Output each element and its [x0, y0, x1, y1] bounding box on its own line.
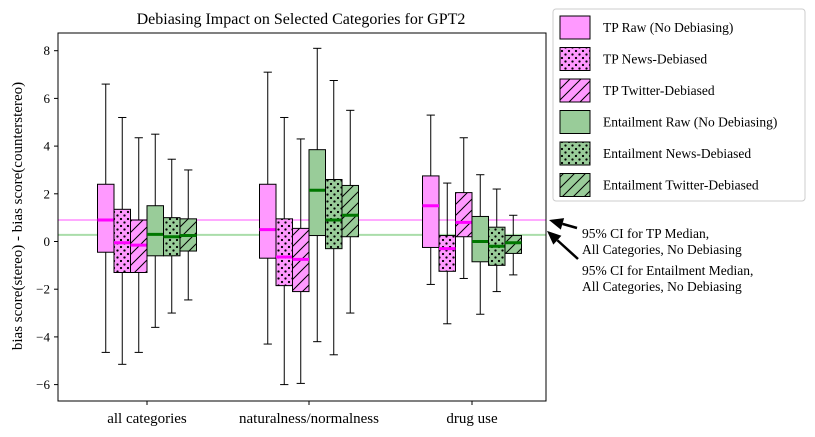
legend-label: Entailment News-Debiased — [603, 146, 751, 161]
legend-label: Entailment Raw (No Debiasing) — [603, 115, 777, 130]
annotation-entailment-line1: 95% CI for Entailment Median, — [582, 263, 753, 278]
legend-swatch-outline — [559, 47, 591, 71]
box-outline — [504, 235, 522, 254]
box-2-1 — [438, 182, 456, 325]
legend-label: TP Raw (No Debiasing) — [603, 20, 733, 35]
box-outline — [341, 184, 359, 238]
box-2-5 — [504, 214, 522, 276]
box-1-0 — [259, 71, 277, 345]
y-tick-label: 0 — [44, 234, 51, 249]
legend-swatch-hatch — [560, 142, 590, 165]
box-hatch — [505, 235, 522, 254]
box-0-2 — [130, 137, 148, 353]
box-0-4 — [163, 158, 181, 314]
legend-label: TP Twitter-Debiased — [603, 83, 715, 98]
x-tick-label: drug use — [446, 411, 498, 427]
box-fill — [422, 175, 439, 248]
y-tick-label: 2 — [44, 186, 51, 201]
annotation-tp-line1: 95% CI for TP Median, — [582, 226, 709, 241]
legend-swatch-hatch — [560, 173, 590, 197]
box-2-3 — [471, 174, 489, 315]
legend-swatch-outline — [559, 15, 591, 40]
legend-swatch-hatch — [560, 79, 590, 102]
arrow-shaft — [556, 239, 579, 260]
legend-swatch-outline — [559, 173, 591, 197]
box-plots — [97, 47, 522, 386]
box-0-3 — [146, 133, 164, 328]
box-1-1 — [275, 116, 293, 386]
legend-swatch-outline — [559, 110, 591, 134]
y-tick-label: −2 — [36, 282, 50, 297]
x-axis: all categories naturalness/normalness drug… — [107, 401, 498, 427]
box-2-0 — [422, 114, 440, 285]
box-0-0 — [97, 83, 115, 353]
arrow-head — [549, 218, 565, 230]
box-hatch — [342, 185, 359, 237]
box-0-5 — [179, 169, 197, 301]
y-tick-label: 4 — [44, 139, 51, 154]
arrow-head — [547, 230, 562, 245]
legend-label: TP News-Debiased — [603, 52, 707, 67]
y-tick-label: 8 — [44, 43, 51, 58]
legend-item: Entailment Raw (No Debiasing) — [559, 110, 777, 134]
box-hatch — [276, 218, 293, 286]
annotation-entailment-line2: All Categories, No Debiasing — [582, 279, 742, 294]
legend-item: TP News-Debiased — [559, 47, 707, 71]
annotations: 95% CI for TP Median,All Categories, No … — [547, 218, 753, 294]
box-outline — [422, 175, 440, 248]
box-outline — [438, 235, 456, 272]
box-hatch — [439, 235, 456, 272]
y-axis-label: bias score(stereo) - bias score(counters… — [10, 82, 26, 350]
x-tick-label: all categories — [107, 411, 187, 427]
box-hatch — [325, 179, 342, 249]
y-tick-label: 6 — [44, 91, 51, 106]
x-tick-label: naturalness/normalness — [239, 411, 379, 427]
box-fill — [147, 205, 164, 256]
box-2-2 — [455, 137, 473, 279]
box-fill — [259, 184, 276, 259]
box-fill — [309, 149, 326, 236]
box-1-2 — [292, 138, 310, 384]
box-1-3 — [308, 47, 326, 343]
box-1-4 — [325, 80, 343, 356]
annotation-tp-line2: All Categories, No Debiasing — [582, 242, 742, 257]
box-0-1 — [113, 116, 131, 365]
y-axis: −6 −4 −2 0 2 4 6 8 — [36, 43, 58, 392]
box-fill — [97, 184, 114, 253]
box-2-4 — [488, 188, 506, 293]
legend-swatch — [560, 16, 590, 39]
chart-title: Debiasing Impact on Selected Categories … — [137, 11, 466, 28]
box-hatch — [455, 192, 472, 237]
arrow-tp — [549, 218, 578, 230]
box-outline — [455, 192, 473, 238]
y-tick-label: −6 — [36, 377, 50, 392]
legend-item: TP Raw (No Debiasing) — [559, 15, 733, 40]
legend-item: Entailment Twitter-Debiased — [559, 173, 759, 197]
arrow-shaft — [562, 222, 578, 230]
legend-label: Entailment Twitter-Debiased — [603, 178, 759, 193]
legend-swatch — [560, 110, 590, 134]
legend-swatch-outline — [559, 78, 591, 103]
plot-area-frame — [57, 32, 547, 402]
legend-swatch-outline — [559, 141, 591, 166]
legend-frame — [552, 8, 806, 202]
legend: TP Raw (No Debiasing) TP News-Debiased TP … — [552, 8, 806, 202]
legend-item: Entailment News-Debiased — [559, 141, 751, 166]
box-fill — [472, 216, 489, 262]
y-tick-label: −4 — [36, 329, 50, 344]
legend-item: TP Twitter-Debiased — [559, 78, 715, 103]
box-hatch — [114, 209, 131, 273]
legend-swatch-hatch — [560, 47, 590, 71]
box-1-5 — [341, 109, 359, 314]
arrow-entailment — [547, 230, 579, 260]
